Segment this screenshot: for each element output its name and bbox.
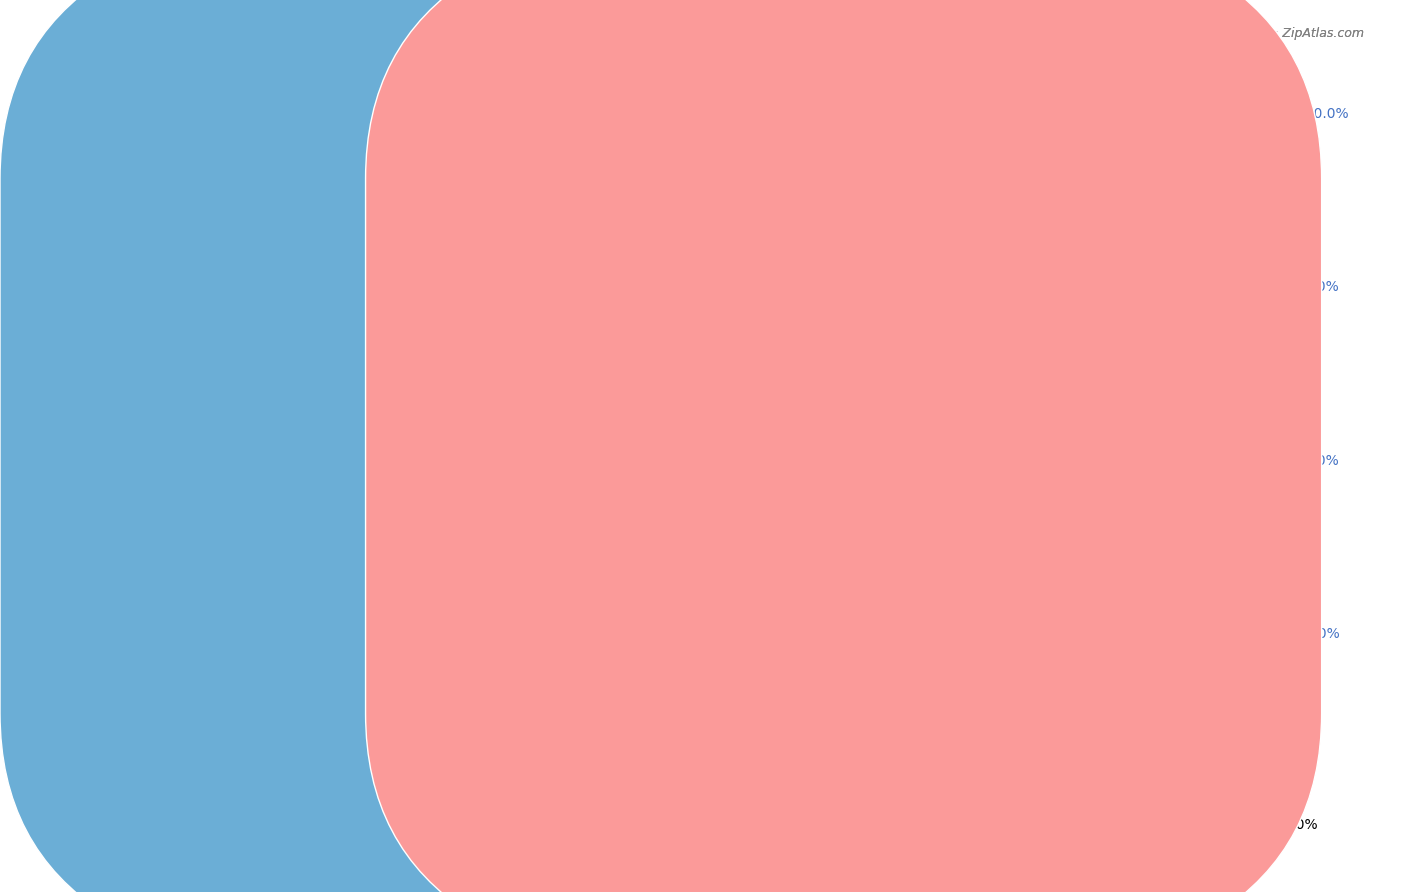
Point: [201, 432, 224, 446]
Point: [80, 105, 103, 120]
Point: [80, 105, 103, 120]
Point: [80, 313, 103, 327]
Point: [93, 272, 115, 286]
Point: [111, 313, 134, 327]
Point: [114, 383, 136, 397]
Point: [131, 445, 153, 459]
Point: [411, 244, 433, 258]
Point: [117, 334, 139, 349]
Point: [122, 341, 145, 355]
Point: [104, 355, 127, 369]
Point: [87, 216, 110, 230]
Point: [776, 278, 799, 293]
Point: [87, 210, 110, 224]
Text: Source: ZipAtlas.com: Source: ZipAtlas.com: [1230, 27, 1364, 40]
Text: 0.522: 0.522: [721, 158, 770, 173]
Point: [80, 105, 103, 120]
Text: 33: 33: [851, 212, 872, 227]
Text: IMMIGRANTS FROM PANAMA VS SHOSHONE IN LABOR FORCE | AGE 20-24 CORRELATION CHART: IMMIGRANTS FROM PANAMA VS SHOSHONE IN LA…: [56, 27, 920, 45]
Point: [129, 438, 152, 452]
Point: [129, 410, 152, 425]
Point: [104, 661, 127, 675]
Text: N =: N =: [787, 212, 831, 227]
Text: 32: 32: [845, 158, 866, 173]
FancyBboxPatch shape: [266, 0, 1022, 450]
Point: [1004, 105, 1026, 120]
Text: R = 0.522   N = 32: R = 0.522 N = 32: [673, 158, 818, 173]
Point: [530, 487, 553, 501]
Text: ZIPatlas: ZIPatlas: [586, 429, 917, 499]
Point: [80, 188, 103, 202]
Point: [1160, 105, 1182, 120]
Point: [122, 397, 145, 411]
Point: [824, 105, 846, 120]
Point: [93, 258, 115, 272]
Point: [416, 459, 439, 474]
Point: [87, 223, 110, 237]
Point: [87, 230, 110, 244]
Point: [201, 452, 224, 467]
FancyBboxPatch shape: [596, 128, 980, 252]
Text: R =  0.114   N = 33: R = 0.114 N = 33: [673, 212, 823, 227]
Point: [80, 161, 103, 175]
Point: [111, 369, 134, 384]
Point: [236, 445, 259, 459]
Text: R =: R =: [673, 212, 711, 227]
Point: [103, 327, 125, 342]
Point: [80, 300, 103, 314]
Text: IMMIGRANTS FROM PANAMA VS SHOSHONE IN LABOR FORCE | AGE 20-24 CORRELATION CHART: IMMIGRANTS FROM PANAMA VS SHOSHONE IN LA…: [56, 27, 920, 45]
Point: [96, 272, 118, 286]
Point: [107, 307, 129, 321]
Point: [96, 300, 118, 314]
Point: [194, 445, 217, 459]
Point: [127, 508, 149, 522]
Point: [93, 258, 115, 272]
Point: [80, 175, 103, 189]
Point: [644, 285, 666, 300]
Text: R =: R =: [673, 158, 707, 173]
Point: [90, 244, 112, 258]
Point: [225, 459, 247, 474]
Point: [87, 195, 110, 210]
Point: [114, 327, 136, 342]
Point: [103, 285, 125, 300]
Point: [1076, 445, 1098, 459]
FancyBboxPatch shape: [266, 0, 1022, 394]
Point: [135, 452, 157, 467]
Point: [93, 285, 115, 300]
Y-axis label: In Labor Force | Age 20-24: In Labor Force | Age 20-24: [58, 341, 73, 543]
Point: [87, 202, 110, 217]
Point: [98, 278, 121, 293]
Point: [80, 175, 103, 189]
Text: Shoshone: Shoshone: [858, 855, 925, 870]
Point: [80, 161, 103, 175]
Point: [620, 278, 643, 293]
Text: Source: ZipAtlas.com: Source: ZipAtlas.com: [1230, 27, 1364, 40]
Point: [127, 348, 149, 362]
Point: [87, 230, 110, 244]
Point: [104, 300, 127, 314]
Point: [80, 195, 103, 210]
Point: [80, 140, 103, 154]
Point: [87, 244, 110, 258]
Point: [800, 293, 823, 307]
Text: N =: N =: [782, 158, 825, 173]
Point: [87, 258, 110, 272]
Point: [80, 126, 103, 140]
Point: [501, 473, 523, 487]
Point: [254, 438, 277, 452]
Point: [80, 122, 103, 136]
Text: 0.114: 0.114: [730, 212, 778, 227]
Point: [117, 508, 139, 522]
Text: Immigrants from Panama: Immigrants from Panama: [548, 855, 725, 870]
